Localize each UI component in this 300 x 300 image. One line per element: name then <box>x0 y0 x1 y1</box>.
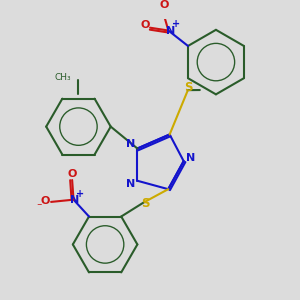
Text: +: + <box>172 19 180 29</box>
Text: CH₃: CH₃ <box>55 73 71 82</box>
Text: O: O <box>68 169 77 179</box>
Text: N: N <box>126 139 135 149</box>
Text: N: N <box>186 153 195 163</box>
Text: S: S <box>184 81 192 94</box>
Text: O: O <box>40 196 50 206</box>
Text: ⁻: ⁻ <box>37 202 42 212</box>
Text: ⁻: ⁻ <box>168 0 174 7</box>
Text: N: N <box>70 195 80 205</box>
Text: O: O <box>160 0 169 10</box>
Text: N: N <box>126 178 135 189</box>
Text: N: N <box>166 26 175 35</box>
Text: S: S <box>141 197 149 210</box>
Text: O: O <box>140 20 150 31</box>
Text: +: + <box>76 188 85 199</box>
